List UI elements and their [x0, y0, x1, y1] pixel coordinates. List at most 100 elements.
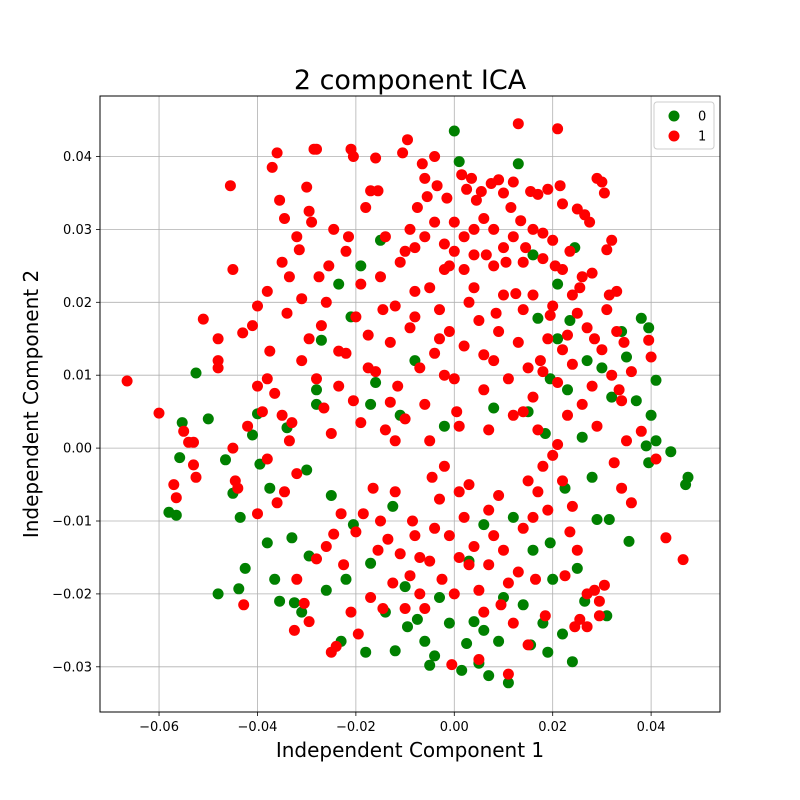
point-series-1 [434, 493, 445, 505]
point-series-1 [190, 471, 202, 483]
point-series-1 [618, 336, 630, 348]
point-series-1 [532, 486, 544, 498]
point-series-1 [453, 486, 465, 498]
point-series-0 [202, 413, 214, 425]
point-series-1 [197, 313, 209, 325]
point-series-1 [325, 428, 337, 439]
point-series-1 [530, 573, 541, 585]
point-series-1 [382, 533, 394, 545]
point-series-1 [238, 599, 250, 611]
point-series-1 [458, 340, 470, 352]
point-series-1 [557, 198, 568, 210]
point-series-1 [414, 362, 426, 374]
point-series-1 [367, 482, 379, 494]
legend: 0 1 [653, 101, 715, 150]
point-series-1 [355, 417, 367, 429]
point-series-1 [414, 552, 426, 563]
point-series-0 [438, 420, 450, 432]
chart-title: 2 component ICA [294, 65, 527, 96]
point-series-1 [493, 490, 505, 501]
point-series-1 [276, 256, 288, 268]
y-tick-label: 0.01 [63, 369, 92, 384]
point-series-0 [315, 334, 327, 346]
point-series-1 [547, 234, 559, 246]
point-series-0 [174, 452, 186, 464]
point-series-1 [438, 369, 450, 381]
point-series-1 [370, 366, 382, 378]
y-tick-label: 0.02 [63, 296, 92, 311]
point-series-0 [411, 613, 423, 625]
point-series-1 [311, 373, 322, 385]
legend-label-0: 0 [698, 110, 706, 125]
point-series-1 [436, 573, 448, 585]
point-series-1 [441, 192, 453, 204]
point-series-1 [453, 552, 465, 563]
point-series-1 [283, 271, 295, 283]
point-series-1 [589, 584, 600, 596]
point-series-0 [424, 659, 436, 671]
point-series-1 [488, 223, 500, 235]
point-series-1 [404, 570, 416, 582]
point-series-1 [419, 398, 431, 410]
point-series-1 [601, 304, 613, 316]
plot-frame [99, 95, 721, 713]
point-series-1 [306, 216, 318, 228]
point-series-1 [537, 253, 549, 265]
point-series-0 [365, 557, 377, 569]
point-series-1 [370, 152, 382, 164]
point-series-1 [522, 362, 534, 374]
point-series-1 [559, 570, 571, 582]
point-series-1 [542, 504, 554, 516]
point-series-1 [311, 553, 322, 565]
point-series-0 [301, 464, 313, 476]
point-series-0 [640, 440, 652, 452]
point-series-0 [170, 509, 182, 521]
point-series-1 [372, 544, 384, 556]
point-series-1 [478, 213, 490, 224]
point-series-1 [387, 577, 399, 589]
point-series-1 [212, 362, 224, 374]
point-series-1 [537, 366, 549, 378]
point-series-1 [502, 668, 514, 680]
point-series-1 [456, 169, 468, 181]
point-series-1 [480, 249, 492, 261]
point-series-1 [566, 289, 578, 301]
point-series-0 [544, 537, 556, 549]
point-series-1 [274, 194, 286, 206]
point-series-1 [389, 486, 401, 498]
y-tick-label: 0.04 [63, 150, 92, 165]
point-series-1 [517, 522, 529, 534]
point-series-1 [311, 143, 322, 155]
point-series-1 [532, 424, 544, 436]
point-series-1 [276, 409, 288, 421]
point-series-1 [227, 442, 239, 454]
point-series-0 [402, 621, 413, 633]
point-series-1 [468, 541, 480, 552]
point-series-1 [571, 307, 583, 319]
point-series-1 [461, 183, 473, 195]
point-series-1 [512, 118, 524, 130]
point-series-1 [498, 242, 509, 254]
point-series-0 [311, 384, 322, 396]
point-series-1 [409, 530, 421, 542]
point-series-0 [564, 315, 576, 326]
point-series-1 [512, 336, 524, 348]
point-series-0 [370, 377, 382, 388]
point-series-1 [621, 435, 632, 447]
point-series-1 [434, 333, 445, 345]
point-series-1 [527, 223, 539, 235]
point-series-0 [527, 544, 539, 556]
point-series-1 [473, 654, 485, 665]
point-series-1 [677, 554, 689, 566]
point-series-0 [429, 650, 441, 662]
point-series-1 [576, 398, 588, 410]
point-series-1 [340, 347, 352, 359]
point-series-1 [539, 610, 551, 622]
point-series-1 [596, 176, 608, 188]
point-series-1 [598, 187, 610, 199]
point-series-0 [234, 511, 246, 523]
point-series-1 [520, 242, 532, 254]
point-series-1 [608, 457, 620, 469]
point-series-1 [293, 244, 305, 256]
point-series-0 [571, 562, 583, 574]
